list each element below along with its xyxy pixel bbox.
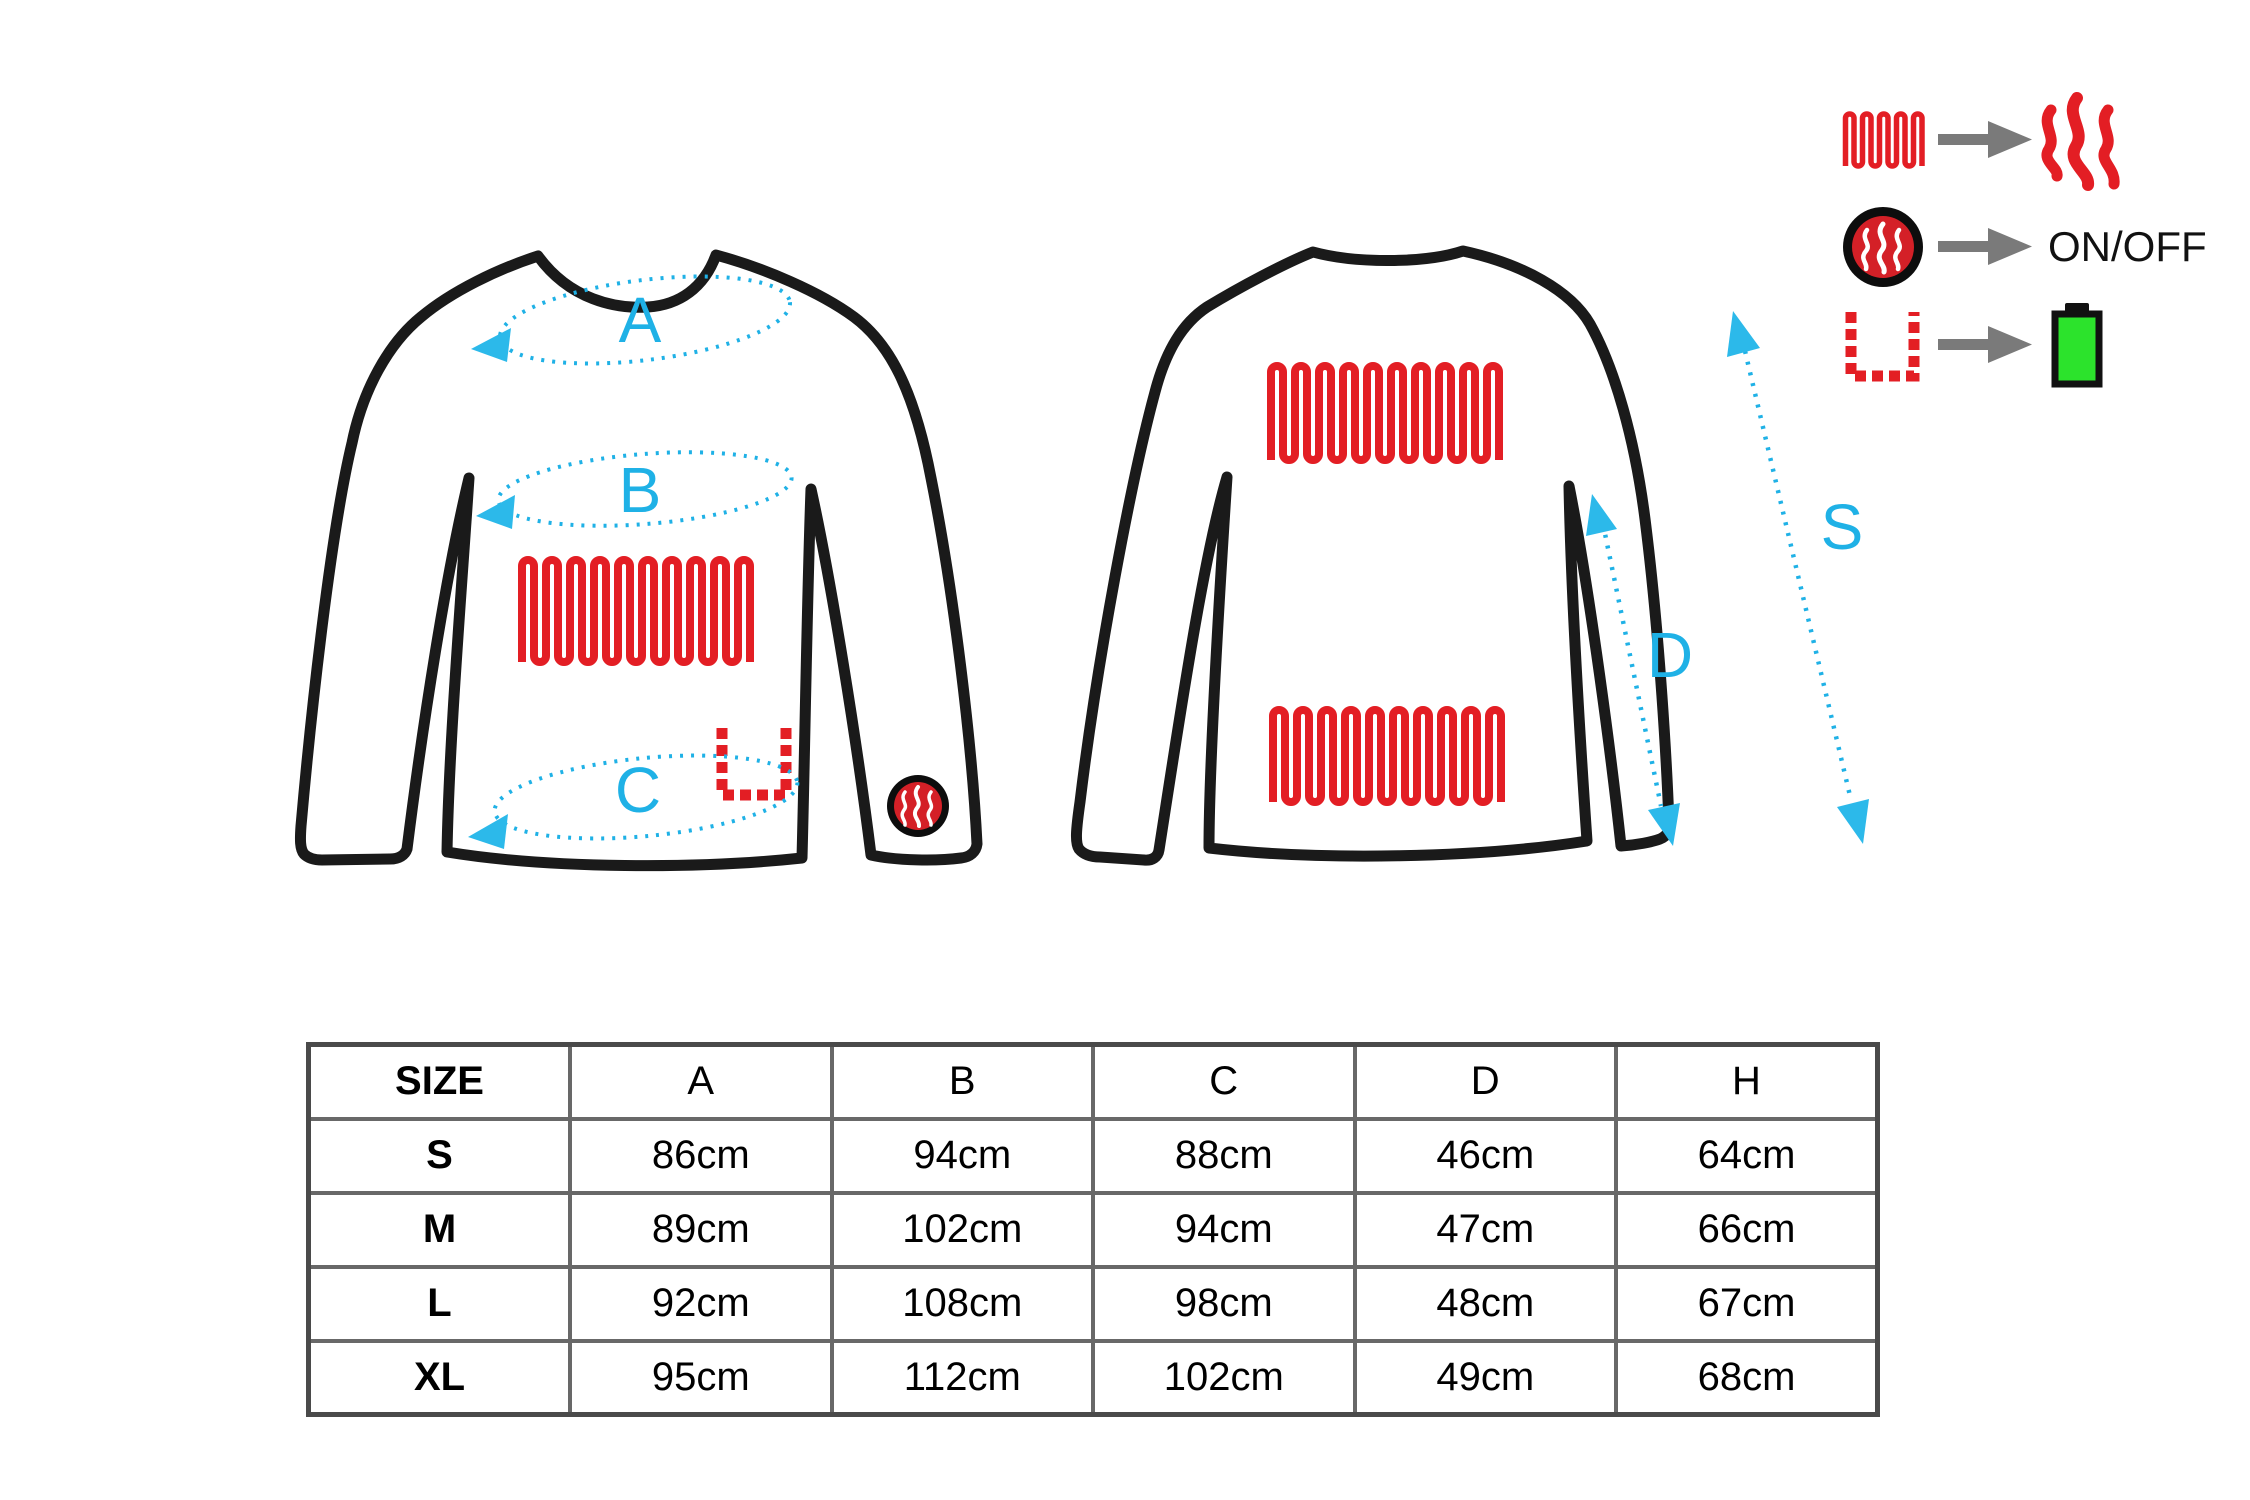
size-label: L: [306, 1264, 572, 1343]
length-arrowhead-top-icon: [1727, 311, 1760, 357]
size-cell: 49cm: [1352, 1338, 1618, 1417]
size-label: M: [306, 1190, 572, 1269]
heat-waves-icon: [2041, 92, 2120, 191]
back-upper-heating-coil-icon: [1267, 362, 1503, 464]
size-cell: 46cm: [1352, 1116, 1618, 1195]
table-row-xl: XL 95cm 112cm 102cm 49cm 68cm: [306, 1338, 1880, 1417]
legend-power-button-icon: [1843, 207, 1923, 287]
label-b: B: [619, 454, 662, 526]
size-label: XL: [306, 1338, 572, 1417]
size-cell: 68cm: [1614, 1338, 1880, 1417]
size-cell: 94cm: [829, 1116, 1095, 1195]
size-cell: 66cm: [1614, 1190, 1880, 1269]
sleeve-measure-arrow: [1586, 494, 1680, 846]
legend-arrow-2-icon: [1938, 228, 2032, 265]
header-c: C: [1091, 1042, 1357, 1121]
header-h: H: [1614, 1042, 1880, 1121]
size-cell: 88cm: [1091, 1116, 1357, 1195]
sleeve-arrowhead-top-icon: [1586, 494, 1617, 536]
size-cell: 98cm: [1091, 1264, 1357, 1343]
waist-measure-ellipse: [496, 450, 794, 528]
size-cell: 102cm: [829, 1190, 1095, 1269]
size-cell: 94cm: [1091, 1190, 1357, 1269]
sleeve-arrowhead-bottom-icon: [1648, 803, 1680, 846]
size-cell: 102cm: [1091, 1338, 1357, 1417]
size-cell: 67cm: [1614, 1264, 1880, 1343]
legend: ON/OFF: [1842, 92, 2207, 388]
length-measure-arrow: [1727, 311, 1869, 844]
table-row-l: L 92cm 108cm 98cm 48cm 67cm: [306, 1264, 1880, 1343]
label-s: S: [1821, 491, 1864, 563]
hem-measure-ellipse: [492, 753, 800, 841]
header-d: D: [1352, 1042, 1618, 1121]
battery-icon: [2051, 303, 2103, 388]
size-cell: 89cm: [568, 1190, 834, 1269]
waist-arrowhead-icon: [476, 495, 515, 529]
size-table: SIZE A B C D H S 86cm 94cm 88cm 46cm 64c…: [306, 1042, 1880, 1417]
header-a: A: [568, 1042, 834, 1121]
label-d: D: [1647, 619, 1693, 691]
front-shirt: A B C: [294, 249, 983, 872]
cuff-power-button-icon: [887, 775, 949, 837]
header-size: SIZE: [306, 1042, 572, 1121]
size-cell: 112cm: [829, 1338, 1095, 1417]
size-label: S: [306, 1116, 572, 1195]
back-shirt-outline: [1071, 245, 1675, 866]
back-shirt: D S: [1071, 245, 1869, 866]
size-cell: 108cm: [829, 1264, 1095, 1343]
front-heating-coil-icon: [518, 556, 754, 666]
on-off-label: ON/OFF: [2048, 223, 2207, 270]
front-shirt-outline: [294, 249, 983, 872]
length-arrowhead-bottom-icon: [1837, 799, 1869, 844]
label-a: A: [619, 284, 662, 356]
legend-arrow-1-icon: [1938, 121, 2032, 158]
size-table-header-row: SIZE A B C D H: [306, 1042, 1880, 1121]
legend-arrow-3-icon: [1938, 326, 2032, 363]
header-b: B: [829, 1042, 1095, 1121]
size-cell: 92cm: [568, 1264, 834, 1343]
chest-measure-ellipse: [498, 274, 792, 366]
back-lower-heating-coil-icon: [1269, 706, 1505, 806]
table-row-m: M 89cm 102cm 94cm 47cm 66cm: [306, 1190, 1880, 1269]
legend-battery-pocket-icon: [1845, 312, 1920, 382]
hem-arrowhead-icon: [468, 814, 508, 849]
label-c: C: [615, 754, 661, 826]
legend-heating-coil-icon: [1842, 111, 1925, 169]
size-cell: 86cm: [568, 1116, 834, 1195]
table-row-s: S 86cm 94cm 88cm 46cm 64cm: [306, 1116, 1880, 1195]
size-cell: 95cm: [568, 1338, 834, 1417]
size-cell: 48cm: [1352, 1264, 1618, 1343]
size-cell: 64cm: [1614, 1116, 1880, 1195]
chest-arrowhead-icon: [471, 328, 511, 362]
size-cell: 47cm: [1352, 1190, 1618, 1269]
